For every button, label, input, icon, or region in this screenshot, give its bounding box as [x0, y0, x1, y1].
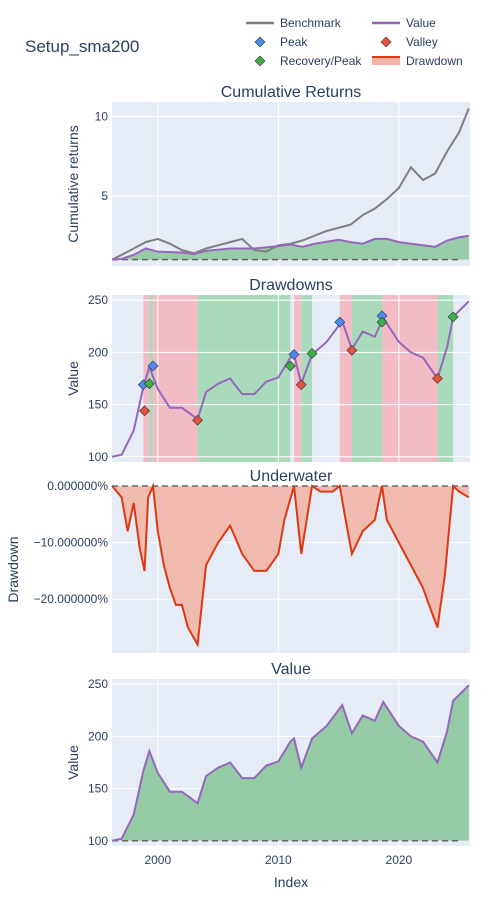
- recovery-marker: [306, 348, 318, 359]
- x-tick-label: 2000: [144, 853, 171, 867]
- y-tick-label: −20.000000%: [34, 592, 109, 606]
- recovery-marker: [284, 360, 296, 372]
- plot-area: [112, 102, 470, 266]
- y-tick-label: 100: [88, 834, 108, 848]
- y-tick-label: 0.000000%: [47, 479, 108, 493]
- drawdown-span: [382, 295, 438, 462]
- panel-value: 100 150 200 250 Value Value 2000 2010 2020: [65, 661, 470, 867]
- series-line-value: [111, 300, 470, 458]
- valley-marker: [346, 344, 358, 356]
- legend-label: Drawdown: [406, 54, 463, 68]
- recovery-marker: [447, 311, 459, 323]
- panel-underwater: 0.000000% −10.000000% −20.000000% Underwate…: [5, 468, 470, 653]
- x-tick-label: 2020: [386, 853, 413, 867]
- legend: Benchmark Value Peak Valley Recovery/Peak Dra…: [246, 16, 463, 68]
- y-tick-label: 5: [101, 189, 108, 203]
- y-axis-label: Drawdown: [5, 536, 21, 602]
- series-line-value: [111, 684, 470, 842]
- page-title: Setup_sma200: [25, 37, 139, 56]
- y-tick-label: 10: [95, 109, 109, 123]
- y-axis-label: Value: [65, 361, 81, 396]
- legend-swatch: [380, 36, 392, 48]
- series-line-drawdown: [111, 482, 470, 648]
- valley-marker: [295, 379, 307, 391]
- y-tick-label: 200: [88, 345, 108, 359]
- y-tick-label: −10.000000%: [34, 536, 109, 550]
- y-tick-label: 250: [88, 677, 108, 691]
- legend-label: Benchmark: [280, 16, 342, 30]
- recovery-span: [301, 295, 313, 462]
- valley-marker: [432, 373, 443, 384]
- y-axis-label: Value: [65, 745, 81, 780]
- legend-item-peak: Peak: [254, 35, 308, 49]
- chart-panels: 5 10 Cumulative Returns Cumulative returns 1…: [5, 84, 470, 867]
- y-tick-label: 150: [88, 782, 108, 796]
- recovery-marker: [376, 316, 388, 328]
- legend-item-value: Value: [372, 16, 436, 30]
- drawdown-span: [152, 295, 198, 462]
- value-area: [112, 685, 469, 841]
- y-tick-label: 200: [88, 729, 108, 743]
- series-line-value: [111, 234, 469, 261]
- legend-label: Peak: [280, 35, 308, 49]
- recovery-marker: [143, 378, 155, 390]
- panel-title: Cumulative Returns: [221, 84, 362, 101]
- y-tick-label: 150: [88, 398, 108, 412]
- valley-marker: [139, 405, 150, 417]
- peak-marker: [147, 360, 159, 372]
- y-tick-label: 250: [88, 293, 108, 307]
- legend-swatch: [254, 36, 266, 48]
- valley-marker: [192, 414, 204, 426]
- y-axis-label: Cumulative returns: [65, 125, 81, 243]
- legend-item-benchmark: Benchmark: [246, 16, 342, 30]
- x-tick-label: 2010: [265, 853, 292, 867]
- legend-label: Valley: [406, 35, 438, 49]
- peak-marker: [334, 316, 346, 328]
- drawdown-span: [339, 295, 352, 462]
- panel-title: Value: [271, 661, 311, 678]
- y-tick-label: 100: [88, 450, 108, 464]
- recovery-span: [351, 295, 383, 462]
- panel-title: Drawdowns: [249, 277, 333, 294]
- legend-item-valley: Valley: [380, 35, 438, 49]
- legend-label: Value: [406, 16, 436, 30]
- legend-item-drawdown: Drawdown: [372, 54, 463, 68]
- panel-title: Underwater: [250, 468, 333, 485]
- legend-swatch: [254, 55, 266, 67]
- panel-drawdowns: 100 150 200 250 Drawdowns Value: [65, 277, 470, 464]
- x-axis-label: Index: [274, 874, 308, 890]
- legend-swatch: [372, 57, 400, 65]
- recovery-span: [149, 295, 153, 462]
- legend-item-recovery-peak: Recovery/Peak: [254, 54, 362, 68]
- panel-cumulative-returns: 5 10 Cumulative Returns Cumulative returns: [65, 84, 470, 266]
- legend-label: Recovery/Peak: [280, 54, 362, 68]
- value-area: [112, 235, 469, 260]
- drawdown-span: [294, 295, 302, 462]
- peak-marker: [288, 349, 300, 360]
